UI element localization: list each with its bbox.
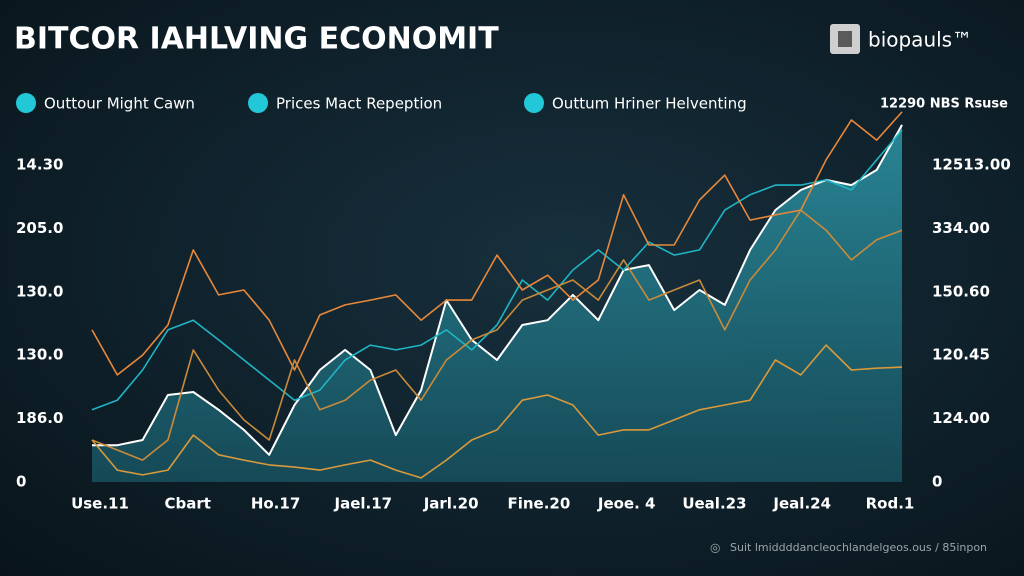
line (91, 111, 903, 376)
right-axis-label: 334.00 (932, 219, 990, 237)
area (92, 124, 902, 483)
left-axis-label: 130.0 (16, 346, 63, 364)
left-axis-label: 0 (16, 473, 26, 491)
line (91, 344, 903, 479)
chart-title: BITCOR IAHLVING ECONOMIT (14, 22, 499, 57)
footer-icon: ◎ (710, 541, 720, 555)
x-tick-label: Jeoe. 4 (597, 495, 656, 513)
line (92, 124, 903, 456)
brand-name: biopauls™ (868, 28, 972, 52)
left-axis-label: 186.0 (16, 409, 63, 427)
x-tick-label: Jarl.20 (423, 495, 479, 513)
right-axis-label: 12513.00 (932, 156, 1011, 174)
right-axis-label: 124.00 (932, 409, 990, 427)
x-tick-label: Cbart (165, 495, 211, 513)
x-tick-label: Ho.17 (251, 495, 300, 513)
footer: Suit lmiddddancleochlandelgeos.ous / 85i… (730, 541, 987, 554)
x-tick-label: Jeal.24 (772, 495, 831, 513)
left-axis-label: 130.0 (16, 282, 63, 300)
left-axis-label: 14.30 (16, 156, 63, 174)
x-tick-label: Rod.1 (866, 495, 915, 513)
right-axis-label: 150.60 (932, 282, 990, 300)
left-axis-label: 205.0 (16, 219, 63, 237)
x-tick-label: Ueal.23 (682, 495, 746, 513)
brand-logo (830, 24, 860, 54)
legend-label: Outtum Hriner Helventing (552, 95, 747, 113)
x-tick-label: Use.11 (71, 495, 129, 513)
legend-marker (16, 93, 36, 113)
legend-marker (524, 93, 544, 113)
right-axis-label: 0 (932, 473, 942, 491)
legend-label: Outtour Might Cawn (44, 95, 195, 113)
line (91, 129, 903, 411)
right-axis-label: 120.45 (932, 346, 990, 364)
x-tick-label: Fine.20 (507, 495, 570, 513)
legend-label: Prices Mact Repeption (276, 95, 442, 113)
x-tick-label: Jael.17 (334, 495, 393, 513)
legend-marker (248, 93, 268, 113)
line (91, 209, 903, 461)
corner-label: 12290 NBS Rsuse (880, 97, 1008, 112)
